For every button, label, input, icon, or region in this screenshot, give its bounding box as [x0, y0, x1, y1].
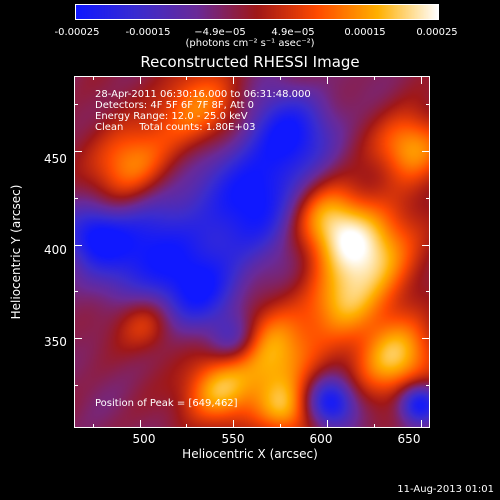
plot-area: 28-Apr-2011 06:30:16.000 to 06:31:48.000… [74, 76, 430, 428]
tick-mark [74, 338, 82, 340]
tick-mark [280, 76, 282, 80]
x-axis-label: Heliocentric X (arcsec) [182, 447, 318, 461]
colorbar-tick-label: 4.9e−05 [271, 27, 315, 38]
tick-mark [74, 384, 78, 386]
tick-mark [420, 76, 422, 84]
tick-mark [280, 424, 282, 428]
tick-mark [74, 244, 82, 246]
tick-mark [422, 338, 430, 340]
colorbar-tick-label: 0.00025 [416, 27, 458, 38]
info-clean-counts: Clean Total counts: 1.80E+03 [95, 122, 256, 133]
tick-mark [326, 76, 328, 84]
tick-mark [373, 76, 375, 80]
x-tick-label: 500 [132, 432, 156, 446]
tick-mark [74, 150, 82, 152]
peak-position-label: Position of Peak = [649,462] [95, 398, 238, 409]
tick-mark [74, 291, 78, 293]
tick-mark [426, 104, 430, 106]
colorbar-tick-label: −4.9e−05 [194, 27, 246, 38]
tick-mark [92, 76, 94, 80]
colorbar-units: (photons cm⁻² s⁻¹ asec⁻²) [185, 38, 315, 49]
tick-mark [92, 424, 94, 428]
tick-mark [74, 197, 78, 199]
tick-mark [186, 76, 188, 80]
x-tick-label: 550 [221, 432, 245, 446]
tick-mark [422, 150, 430, 152]
x-tick-label: 600 [309, 432, 333, 446]
colorbar-tick-label: -0.00015 [125, 27, 171, 38]
info-time-range: 28-Apr-2011 06:30:16.000 to 06:31:48.000 [95, 89, 311, 100]
tick-mark [422, 244, 430, 246]
date-stamp: 11-Aug-2013 01:01 [397, 484, 494, 495]
tick-mark [426, 384, 430, 386]
y-tick-label: 350 [44, 335, 67, 349]
tick-mark [420, 420, 422, 428]
y-axis-label: Heliocentric Y (arcsec) [9, 184, 23, 320]
tick-mark [426, 291, 430, 293]
chart-title: Reconstructed RHESSI Image [140, 53, 360, 71]
tick-mark [74, 104, 78, 106]
tick-mark [373, 424, 375, 428]
y-tick-label: 400 [44, 243, 67, 257]
tick-mark [186, 424, 188, 428]
tick-mark [139, 420, 141, 428]
y-tick-label: 450 [44, 152, 67, 166]
x-tick-label: 650 [397, 432, 421, 446]
colorbar-tick-label: 0.00015 [344, 27, 386, 38]
tick-mark [233, 76, 235, 84]
tick-mark [426, 197, 430, 199]
tick-mark [233, 420, 235, 428]
tick-mark [326, 420, 328, 428]
info-energy-range: Energy Range: 12.0 - 25.0 keV [95, 111, 248, 122]
colorbar [75, 4, 439, 20]
tick-mark [139, 76, 141, 84]
info-detectors: Detectors: 4F 5F 6F 7F 8F, Att 0 [95, 100, 255, 111]
colorbar-tick-label: -0.00025 [54, 27, 100, 38]
heatmap-image [75, 77, 429, 427]
